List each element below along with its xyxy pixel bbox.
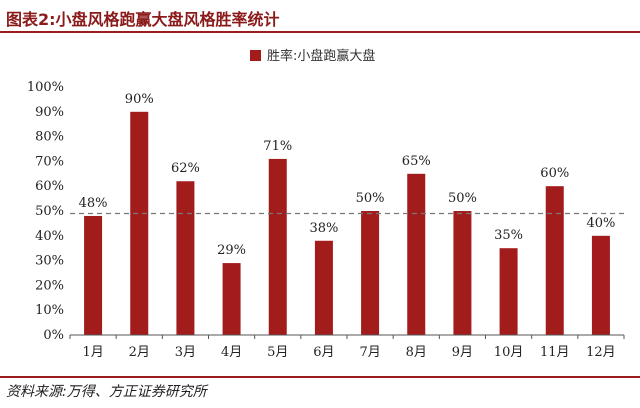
x-tick-label: 6月 (313, 345, 334, 360)
bars (84, 111, 610, 335)
x-tick-label: 5月 (267, 345, 288, 360)
x-axis: 1月 2月 3月 4月 5月 6月 7月 8月 9月 10月 11月 12月 (69, 334, 625, 360)
y-tick-label: 60% (35, 179, 64, 194)
bar (545, 186, 564, 335)
data-label: 29% (217, 243, 246, 258)
data-label: 60% (540, 166, 569, 181)
y-tick-label: 100% (27, 80, 64, 95)
x-tick-label: 1月 (82, 345, 103, 360)
bar (453, 211, 472, 335)
footer-divider (0, 376, 640, 378)
bar (361, 211, 380, 335)
x-tick-label: 11月 (540, 345, 570, 360)
legend: 胜率:小盘跑赢大盘 (250, 48, 375, 64)
bar (314, 240, 333, 335)
y-tick-label: 80% (35, 130, 64, 145)
bar (591, 235, 610, 335)
bar (268, 158, 287, 335)
data-label: 50% (448, 191, 477, 206)
y-axis: 0% 10% 20% 30% 40% 50% 60% 70% 80% 90% 100% (27, 80, 64, 343)
bar (499, 248, 518, 335)
data-label: 38% (309, 221, 338, 236)
bar (407, 173, 426, 335)
bar (176, 181, 195, 335)
y-tick-label: 20% (35, 278, 64, 293)
y-tick-label: 90% (35, 105, 64, 120)
y-tick-label: 40% (35, 229, 64, 244)
data-label: 35% (494, 228, 523, 243)
data-label: 50% (356, 191, 385, 206)
figure-title: 图表2:小盘风格跑赢大盘风格胜率统计 (6, 10, 280, 29)
y-tick-label: 10% (35, 303, 64, 318)
bar-chart: 胜率:小盘跑赢大盘 0% 10% 20% 30% 40% 50% 60% 70% 80% 90% 1… (27, 48, 625, 360)
x-tick-label: 3月 (175, 345, 196, 360)
data-label: 62% (171, 161, 200, 176)
data-label: 65% (402, 154, 431, 169)
bar (130, 111, 149, 335)
y-tick-label: 0% (43, 328, 64, 343)
data-label: 40% (586, 216, 615, 231)
x-tick-label: 4月 (221, 345, 242, 360)
header-divider (0, 31, 640, 33)
y-tick-label: 50% (35, 204, 64, 219)
x-tick-label: 9月 (452, 345, 473, 360)
x-tick-label: 2月 (129, 345, 150, 360)
x-tick-label: 7月 (359, 345, 380, 360)
source-note: 资料来源:万得、方正证券研究所 (6, 384, 207, 400)
y-tick-label: 70% (35, 154, 64, 169)
figure-header: 图表2:小盘风格跑赢大盘风格胜率统计 (0, 0, 640, 33)
x-tick-label: 8月 (406, 345, 427, 360)
bar (84, 215, 103, 335)
legend-label: 胜率:小盘跑赢大盘 (267, 48, 375, 64)
bar (222, 263, 241, 335)
data-label: 90% (125, 92, 154, 107)
x-tick-label: 10月 (494, 345, 524, 360)
data-label: 48% (79, 196, 108, 211)
data-labels: 48% 90% 62% 29% 71% 38% 50% 65% 50% 35% 60% 40% (79, 92, 616, 258)
x-tick-label: 12月 (586, 345, 616, 360)
y-tick-label: 30% (35, 254, 64, 269)
data-label: 71% (263, 139, 292, 154)
legend-swatch (250, 50, 261, 61)
